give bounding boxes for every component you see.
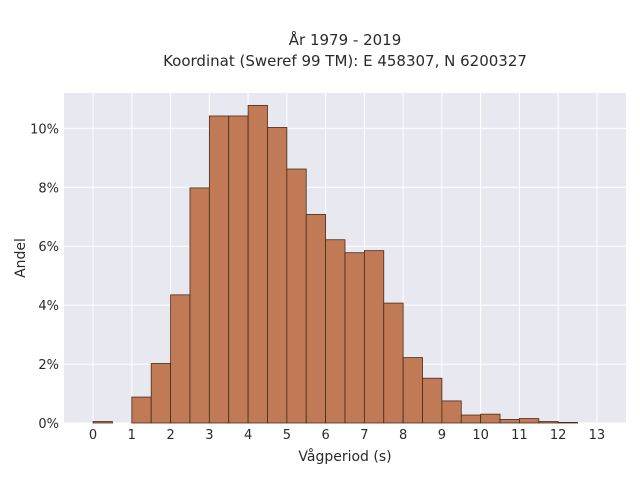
y-tick-label: 2%	[38, 358, 59, 373]
x-tick-label: 3	[205, 428, 213, 443]
histogram-bar	[402, 357, 423, 424]
x-tick-label: 13	[589, 428, 606, 443]
x-tick-label: 5	[283, 428, 291, 443]
x-tick-label: 11	[511, 428, 528, 443]
histogram-bar	[131, 396, 152, 424]
x-axis-label: Vågperiod (s)	[298, 448, 391, 465]
histogram-bar	[305, 213, 327, 424]
histogram-bar	[480, 413, 501, 424]
histogram-bar	[538, 421, 559, 424]
x-tick-label: 12	[550, 428, 567, 443]
y-tick-label: 6%	[38, 240, 59, 255]
histogram-bar	[499, 419, 520, 424]
histogram-bar	[170, 294, 191, 424]
histogram-bar	[325, 239, 346, 424]
y-tick-label: 0%	[38, 417, 59, 432]
bars	[92, 104, 578, 424]
x-tick-label: 2	[166, 428, 174, 443]
histogram-bar	[189, 187, 210, 424]
x-tick-label: 8	[399, 428, 407, 443]
histogram-bar	[267, 127, 288, 424]
y-tick-label: 10%	[30, 122, 59, 137]
histogram-bar	[519, 418, 540, 424]
histogram-bar	[441, 400, 462, 424]
histogram-bar	[247, 104, 268, 424]
histogram-bar	[557, 422, 578, 424]
x-tick-label: 1	[128, 428, 136, 443]
chart-title-line-2: Koordinat (Sweref 99 TM): E 458307, N 62…	[163, 52, 527, 70]
y-axis-ticks: 0% 2% 4% 6% 8% 10%	[30, 122, 59, 432]
x-tick-label: 6	[321, 428, 329, 443]
histogram-bar	[363, 250, 385, 424]
histogram-bar	[286, 168, 307, 424]
histogram-bar	[208, 115, 230, 424]
x-tick-label: 10	[472, 428, 489, 443]
histogram-bar	[92, 421, 113, 424]
x-tick-label: 7	[360, 428, 368, 443]
y-tick-label: 8%	[38, 181, 59, 196]
x-tick-label: 9	[438, 428, 446, 443]
x-tick-label: 0	[89, 428, 97, 443]
histogram-bar	[344, 252, 365, 424]
histogram-bar	[150, 363, 171, 424]
histogram-bar	[422, 377, 443, 424]
histogram-bar	[383, 302, 404, 424]
y-tick-label: 4%	[38, 299, 59, 314]
chart-title-line-1: År 1979 - 2019	[289, 30, 402, 49]
histogram-bar	[460, 414, 482, 424]
histogram-bar	[228, 115, 249, 424]
y-axis-label: Andel	[13, 238, 29, 278]
x-tick-label: 4	[244, 428, 252, 443]
x-axis-ticks: 0 1 2 3 4 5 6 7 8 9 10 11 12 13	[89, 428, 605, 443]
